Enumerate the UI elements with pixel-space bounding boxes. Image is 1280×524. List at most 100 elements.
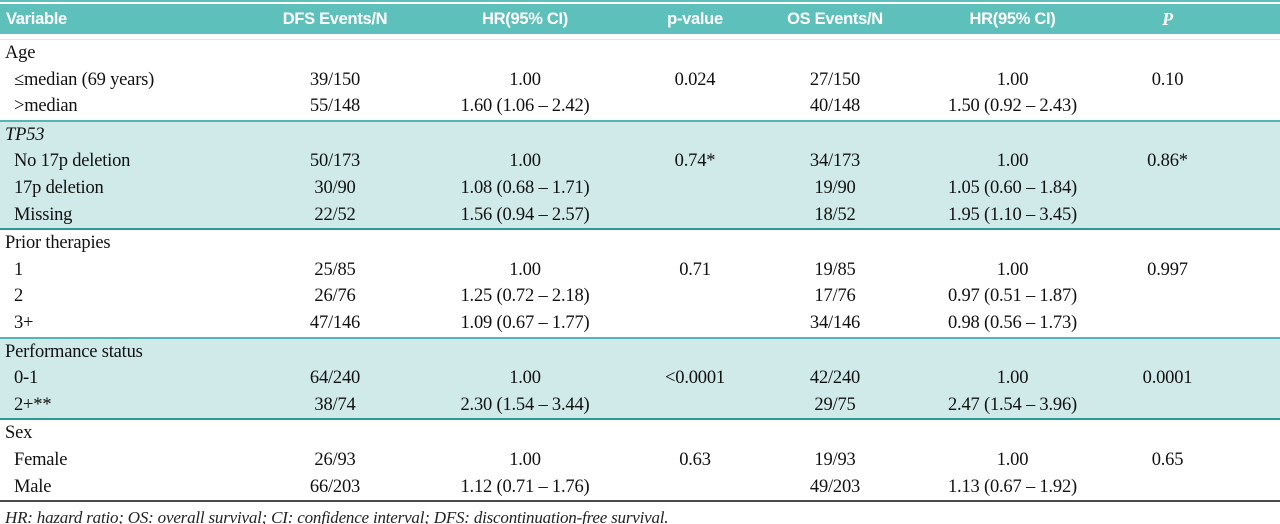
value-cell: 0.74* <box>640 148 750 175</box>
value-cell <box>1105 310 1280 338</box>
value-cell: 1.50 (0.92 – 2.43) <box>948 96 1077 117</box>
row-label-cell: Prior therapies <box>5 233 111 254</box>
row-label-cell: Age <box>5 43 36 64</box>
row-label-cell: Female <box>14 449 68 470</box>
section-label-row: Performance status <box>0 336 1280 366</box>
row-label-cell: TP53 <box>0 119 260 149</box>
value-cell: 17/76 <box>814 286 856 307</box>
value-cell: 55/148 <box>309 96 361 117</box>
column-header-0: Variable <box>0 4 260 34</box>
table-row: 17p deletion 30/90 1.08 (0.68 – 1.71) 19/90… <box>0 174 1280 202</box>
value-cell <box>640 40 750 67</box>
value-cell: 1.00 <box>410 365 640 392</box>
value-cell: 40/148 <box>809 96 861 117</box>
row-label-cell: 2+** <box>0 391 260 421</box>
value-cell: 1.25 (0.72 – 2.18) <box>460 286 590 307</box>
value-cell <box>750 419 920 447</box>
row-label-cell: Performance status <box>0 336 260 366</box>
row-label-cell: 0-1 <box>0 365 260 392</box>
value-cell: 1.56 (0.94 – 2.57) <box>410 201 640 231</box>
value-cell <box>640 283 750 310</box>
value-cell <box>920 119 1105 149</box>
value-cell <box>260 40 410 67</box>
value-cell <box>640 310 750 338</box>
value-cell <box>640 119 750 149</box>
value-cell: 0.97 (0.51 – 1.87) <box>948 286 1077 307</box>
value-cell <box>1105 174 1280 202</box>
value-cell <box>410 40 640 67</box>
value-cell: 18/52 <box>750 201 920 231</box>
value-cell <box>640 174 750 202</box>
value-cell: 42/240 <box>750 365 920 392</box>
row-label-cell: Missing <box>0 201 260 231</box>
value-cell <box>1105 336 1280 366</box>
table-header-row: Variable DFS Events/N HR(95% CI) p-value OS … <box>0 4 1280 34</box>
column-header-3: p-value <box>640 4 750 34</box>
column-header-4: OS Events/N <box>750 4 920 34</box>
value-cell <box>920 229 1105 257</box>
table-row: 3+ 47/146 1.09 (0.67 – 1.77) 34/146 0.98 (0.… <box>0 310 1280 338</box>
value-cell <box>920 40 1105 67</box>
value-cell: 1.00 <box>996 449 1029 470</box>
value-cell: 19/93 <box>814 449 856 470</box>
value-cell: 1.60 (1.06 – 2.42) <box>460 96 590 117</box>
table-row: Missing 22/52 1.56 (0.94 – 2.57) 18/52 1.95 … <box>0 201 1280 231</box>
value-cell: 1.00 <box>996 259 1029 280</box>
value-cell <box>1105 201 1280 231</box>
value-cell: 34/173 <box>750 148 920 175</box>
column-header-2: HR(95% CI) <box>410 4 640 34</box>
value-cell: 30/90 <box>260 174 410 202</box>
value-cell <box>640 201 750 231</box>
value-cell <box>1105 283 1280 310</box>
value-cell: 1.12 (0.71 – 1.76) <box>410 473 640 503</box>
row-label-cell: Male <box>0 473 260 503</box>
value-cell: 1.00 <box>509 259 541 280</box>
value-cell: 0.10 <box>1151 69 1184 90</box>
value-cell: 50/173 <box>260 148 410 175</box>
value-cell <box>1105 229 1280 257</box>
value-cell: 49/203 <box>750 473 920 503</box>
value-cell: 1.00 <box>996 69 1029 90</box>
value-cell: 1.00 <box>509 449 541 470</box>
value-cell <box>1105 473 1280 503</box>
value-cell <box>640 391 750 421</box>
table-row: 1 25/85 1.00 0.71 19/85 1.00 0.997 <box>0 257 1280 284</box>
value-cell <box>1105 119 1280 149</box>
column-header-6: P <box>1105 4 1280 34</box>
value-cell: 39/150 <box>309 69 361 90</box>
table-row: 2+** 38/74 2.30 (1.54 – 3.44) 29/75 2.47 (1.… <box>0 391 1280 421</box>
table-row: >median 55/148 1.60 (1.06 – 2.42) 40/148 1.5… <box>0 93 1280 121</box>
row-label-cell: 3+ <box>14 312 34 333</box>
top-gap <box>0 2 1280 4</box>
row-label-cell: >median <box>14 96 78 117</box>
value-cell <box>410 229 640 257</box>
value-cell: 27/150 <box>809 69 861 90</box>
column-header-5: HR(95% CI) <box>920 4 1105 34</box>
value-cell <box>750 119 920 149</box>
value-cell: 1.00 <box>920 148 1105 175</box>
table-row: 2 26/76 1.25 (0.72 – 2.18) 17/76 0.97 (0.51 … <box>0 283 1280 310</box>
value-cell: 0.0001 <box>1105 365 1280 392</box>
header-underline-spacer <box>0 34 1280 40</box>
top-accent-rule <box>0 0 1280 2</box>
value-cell <box>640 419 750 447</box>
value-cell: 2.47 (1.54 – 3.96) <box>920 391 1105 421</box>
table-footnote: HR: hazard ratio; OS: overall survival; … <box>5 508 669 524</box>
row-label-cell: No 17p deletion <box>0 148 260 175</box>
value-cell <box>920 419 1105 447</box>
row-label-cell: 17p deletion <box>0 174 260 202</box>
table-row: ≤median (69 years) 39/150 1.00 0.024 27/150 1… <box>0 67 1280 94</box>
value-cell: 0.997 <box>1147 259 1188 280</box>
value-cell <box>410 119 640 149</box>
value-cell: 0.63 <box>679 449 711 470</box>
value-cell: 66/203 <box>260 473 410 503</box>
value-cell <box>410 336 640 366</box>
value-cell: 1.09 (0.67 – 1.77) <box>460 312 590 333</box>
row-label-cell: 1 <box>14 259 24 280</box>
value-cell: 26/76 <box>314 286 356 307</box>
value-cell: 34/146 <box>809 312 861 333</box>
table-row: No 17p deletion 50/173 1.00 0.74* 34/173 1.00… <box>0 148 1280 175</box>
value-cell: 0.65 <box>1151 449 1184 470</box>
value-cell: 19/90 <box>750 174 920 202</box>
